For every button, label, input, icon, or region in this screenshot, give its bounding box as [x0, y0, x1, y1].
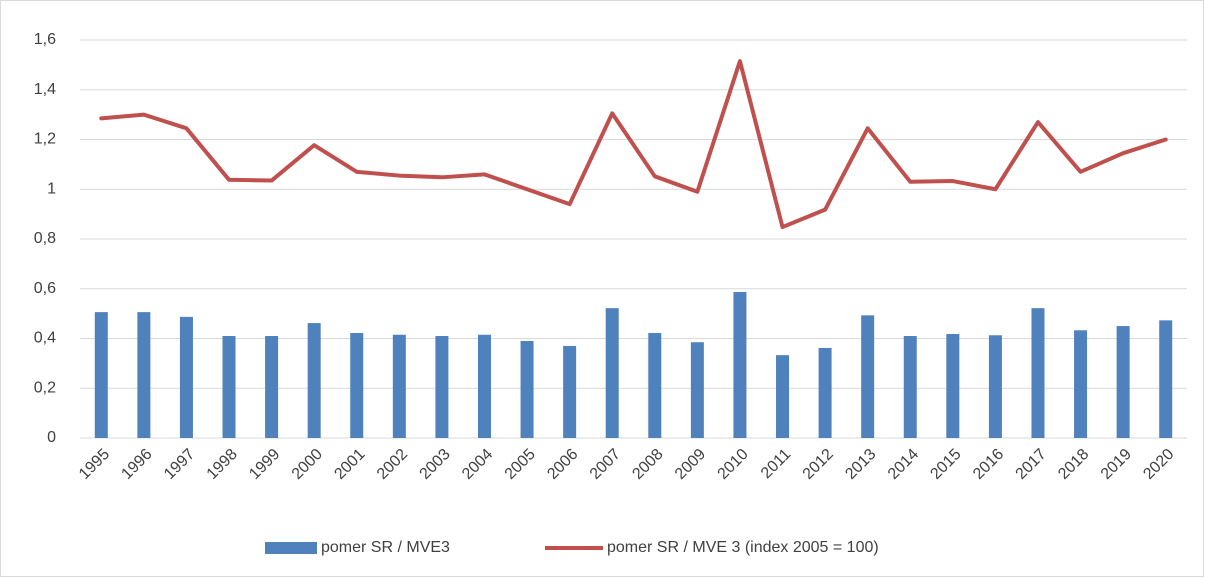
y-tick-label: 0,8: [34, 230, 56, 247]
bar: [307, 323, 321, 438]
bar: [435, 336, 449, 438]
bar: [392, 334, 406, 438]
bar: [733, 291, 747, 438]
legend-swatch: [265, 542, 317, 554]
bar: [265, 336, 279, 438]
bar: [137, 312, 151, 438]
bar: [946, 334, 960, 438]
bar: [1116, 326, 1130, 438]
y-tick-label: 0,4: [34, 330, 56, 347]
bar: [988, 335, 1002, 438]
bar: [776, 355, 790, 438]
y-tick-label: 0: [47, 429, 56, 446]
y-tick-label: 1,6: [34, 31, 56, 48]
line: [99, 59, 1168, 230]
y-tick-label: 0,2: [34, 379, 56, 396]
bar: [1159, 320, 1173, 438]
y-tick-label: 1,2: [34, 131, 56, 148]
bar: [477, 334, 491, 438]
bar: [605, 308, 619, 438]
bar: [690, 342, 704, 438]
bar: [94, 312, 108, 438]
bar: [1031, 308, 1045, 438]
bar: [861, 315, 875, 438]
bar: [350, 333, 364, 438]
y-tick-label: 1: [47, 180, 56, 197]
bar: [1074, 330, 1088, 438]
bar: [179, 316, 193, 438]
y-tick-label: 0,6: [34, 280, 56, 297]
legend-label: pomer SR / MVE 3 (index 2005 = 100): [607, 539, 879, 556]
bar: [520, 340, 534, 438]
legend-label: pomer SR / MVE3: [321, 539, 450, 556]
y-tick-label: 1,4: [34, 81, 56, 98]
bar: [648, 333, 662, 438]
bar: [903, 336, 917, 438]
bar: [563, 345, 577, 438]
bar: [818, 347, 832, 438]
bar: [222, 336, 236, 438]
